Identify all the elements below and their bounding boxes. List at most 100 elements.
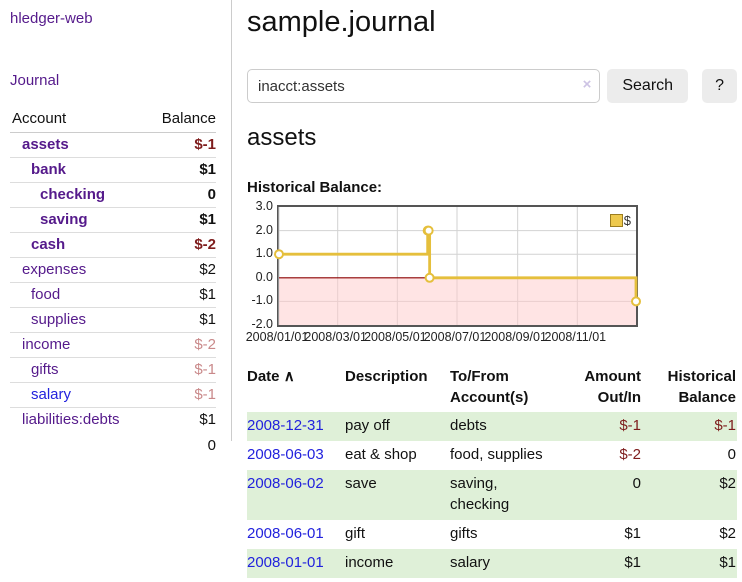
legend-swatch-icon [609,214,623,227]
accounts-col-balance: Balance [146,106,216,133]
accounts-table: Account Balance assets $-1 bank $1 checking 0… [10,106,216,458]
account-row: supplies $1 [10,307,216,333]
y-tick-label: -1.0 [251,293,273,308]
transaction-balance: $-1 [714,417,736,434]
chart-y-axis-labels: 3.0 2.0 1.0 0.0 -1.0 -2.0 [247,199,273,331]
x-tick-label: 2008/11/01 [544,330,607,344]
clear-search-icon[interactable]: × [582,76,592,93]
help-button[interactable]: ? [702,69,737,103]
account-link-supplies[interactable]: supplies [31,311,87,328]
transaction-amount: 0 [632,474,641,492]
transaction-row: 2008-06-01 gift gifts $1 $2 [247,520,737,549]
sidebar: hledger-web Journal Account Balance asse… [0,0,232,454]
account-heading: assets [247,124,317,151]
account-row: food $1 [10,282,216,308]
search-box: × [247,69,601,103]
chart-legend: $ [609,213,631,228]
account-row: checking 0 [10,182,216,208]
account-balance: $1 [146,407,216,433]
page-title: sample.journal [247,6,436,38]
y-tick-label: 3.0 [255,199,273,213]
x-tick-label: 2008/01/01 [245,330,309,344]
chart-x-axis-labels: 2008/01/01 2008/03/01 2008/05/01 2008/07/01… [246,330,677,346]
account-link-liabilities-debts[interactable]: liabilities:debts [22,411,120,429]
account-row: assets $-1 [10,133,216,158]
date-header-label: Date [247,368,280,385]
account-balance: $-1 [194,136,216,153]
account-balance: $-2 [146,332,216,358]
account-row: liabilities:debts $1 [10,407,216,433]
historical-balance-chart: 3.0 2.0 1.0 0.0 -1.0 -2.0 $ 2008/01/01 2008/03… [246,199,737,347]
transaction-amount: $1 [624,525,641,542]
transaction-row: 2008-06-02 save saving, checking 0 $2 [247,469,737,520]
account-balance: $-2 [146,232,216,258]
sort-ascending-icon: ∧ [283,368,295,385]
account-balance: $-1 [146,357,216,383]
account-link-checking[interactable]: checking [40,186,106,203]
account-link-gifts[interactable]: gifts [31,361,59,378]
x-tick-label: 2008/03/01 [304,330,367,344]
transaction-description: save [345,474,377,492]
transaction-balance: $1 [719,553,736,571]
register-col-balance: Historical Balance [667,368,736,406]
account-link-expenses[interactable]: expenses [22,261,87,278]
transaction-amount: $-2 [619,445,641,463]
account-balance: $1 [146,207,216,233]
register-col-date[interactable]: Date ∧ [247,364,345,412]
transaction-row: 2008-01-01 income salary $1 $1 [247,548,737,578]
app-brand-link[interactable]: hledger-web [10,10,93,27]
account-balance: $-1 [146,382,216,408]
account-link-cash[interactable]: cash [31,236,66,253]
x-tick-label: 2008/07/01 [423,330,487,344]
register-header-row: Date ∧ Description To/From Account(s) Am… [247,364,737,412]
transaction-accounts: debts [450,417,487,434]
accounts-total-row: 0 [10,433,216,458]
account-row: income $-2 [10,332,216,358]
x-tick-label: 2008/05/01 [364,330,427,344]
transaction-description: eat & shop [345,445,417,463]
legend-label: $ [623,213,631,228]
account-link-saving[interactable]: saving [40,211,88,228]
transaction-accounts: salary [450,553,491,571]
transaction-accounts: saving, checking [450,474,510,514]
register-table: Date ∧ Description To/From Account(s) Am… [247,364,737,578]
accounts-col-account: Account [10,106,147,133]
transaction-date-link[interactable]: 2008-12-31 [247,417,324,434]
transaction-date-link[interactable]: 2008-01-01 [247,553,324,571]
search-input[interactable] [247,69,601,103]
chart-title: Historical Balance: [247,179,383,196]
transaction-description: gift [345,525,366,542]
transaction-balance: 0 [727,445,736,463]
y-tick-label: 1.0 [255,246,273,261]
account-balance: $1 [146,157,216,183]
transaction-date-link[interactable]: 2008-06-01 [247,525,324,542]
account-link-food[interactable]: food [31,286,61,303]
account-link-assets[interactable]: assets [22,136,69,153]
transaction-accounts: gifts [450,525,478,542]
transaction-date-link[interactable]: 2008-06-02 [247,474,324,492]
y-tick-label: 2.0 [255,222,273,237]
y-tick-label: 0.0 [255,269,273,284]
register-col-description: Description [345,368,428,385]
sidebar-item-journal[interactable]: Journal [10,72,60,89]
account-row: cash $-2 [10,232,216,258]
account-link-bank[interactable]: bank [31,161,67,178]
accounts-total-spacer [10,433,146,458]
account-balance: 0 [146,182,216,208]
transaction-date-link[interactable]: 2008-06-03 [247,445,324,463]
account-link-salary[interactable]: salary [31,386,72,403]
chart-canvas [274,207,641,325]
account-link-income[interactable]: income [22,336,71,353]
accounts-total-value: 0 [207,436,216,454]
transaction-row: 2008-12-31 pay off debts $-1 $-1 [247,412,737,441]
transaction-row: 2008-06-03 eat & shop food, supplies $-2 0 [247,441,737,470]
transaction-amount: $1 [624,553,641,571]
chart-plot-area: $ [274,205,641,327]
search-button[interactable]: Search [607,69,689,103]
account-row: saving $1 [10,207,216,233]
x-tick-label: 2008/09/01 [484,330,547,344]
transaction-amount: $-1 [619,417,641,434]
search-bar: × Search ? [247,69,737,103]
account-row: salary $-1 [10,382,216,408]
main-content: sample.journal × Search ? assets Histori… [246,0,737,578]
